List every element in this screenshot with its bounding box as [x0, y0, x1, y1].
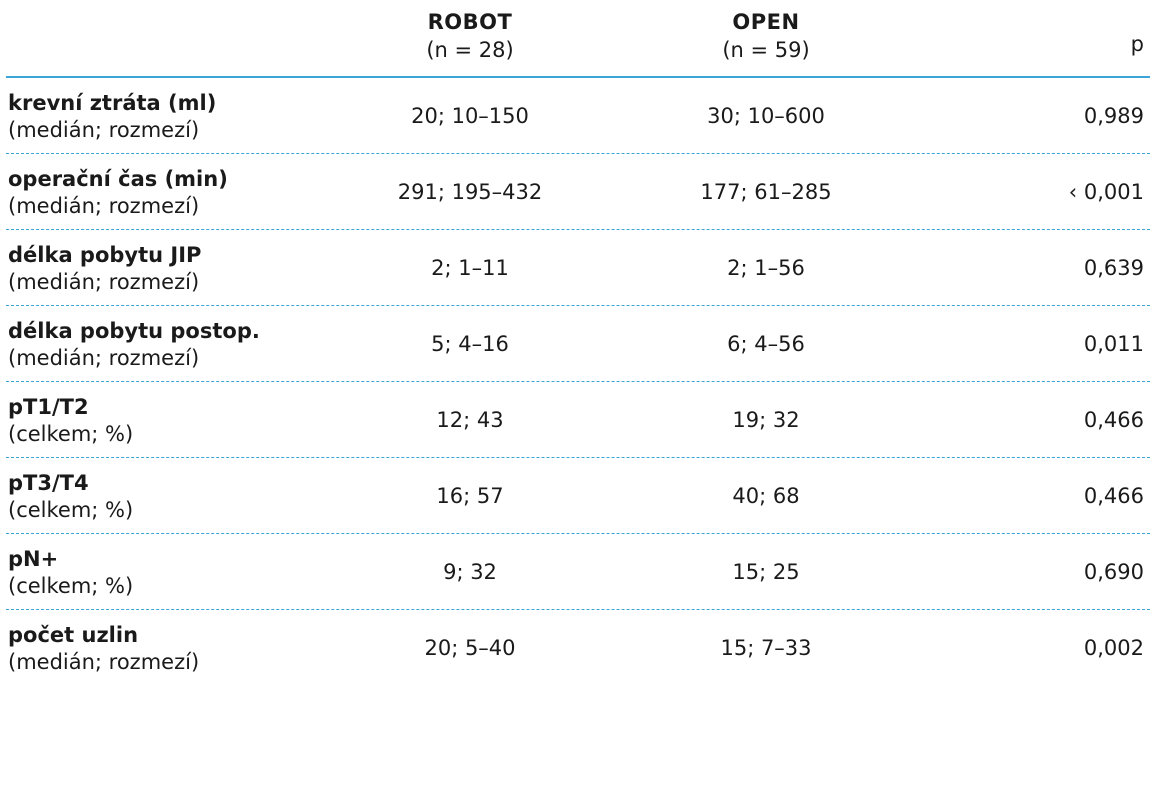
row-label-main: krevní ztráta (ml) — [8, 91, 217, 115]
row-label-main: operační čas (min) — [8, 167, 228, 191]
row-label: délka pobytu JIP (medián; rozmezí) — [8, 242, 201, 296]
row-label-sub: (medián; rozmezí) — [8, 650, 200, 674]
header-open: OPEN (n = 59) — [666, 8, 866, 64]
cell-robot: 5; 4–16 — [431, 332, 509, 356]
cell-robot: 20; 5–40 — [424, 636, 516, 660]
cell-open: 30; 10–600 — [707, 104, 825, 128]
cell-open: 177; 61–285 — [700, 180, 832, 204]
cell-p: 0,011 — [1083, 332, 1144, 356]
cell-open: 15; 7–33 — [720, 636, 812, 660]
cell-p: 0,466 — [1083, 484, 1144, 508]
row-label-main: délka pobytu postop. — [8, 319, 260, 343]
cell-p: 0,466 — [1083, 408, 1144, 432]
row-divider — [6, 229, 1150, 230]
row-divider — [6, 153, 1150, 154]
row-divider — [6, 609, 1150, 610]
header-robot-name: ROBOT — [427, 10, 513, 34]
cell-p: 0,002 — [1083, 636, 1144, 660]
row-divider — [6, 533, 1150, 534]
table-row: počet uzlin (medián; rozmezí) 20; 5–40 1… — [0, 610, 1172, 686]
table-row: krevní ztráta (ml) (medián; rozmezí) 20;… — [0, 78, 1172, 154]
cell-open: 19; 32 — [732, 408, 800, 432]
table-row: operační čas (min) (medián; rozmezí) 291… — [0, 154, 1172, 230]
row-label: počet uzlin (medián; rozmezí) — [8, 622, 199, 676]
row-label: délka pobytu postop. (medián; rozmezí) — [8, 318, 260, 372]
row-divider — [6, 457, 1150, 458]
row-label-main: počet uzlin — [8, 623, 139, 647]
cell-p: 0,989 — [1083, 104, 1144, 128]
cell-robot: 20; 10–150 — [411, 104, 529, 128]
table-row: délka pobytu JIP (medián; rozmezí) 2; 1–… — [0, 230, 1172, 306]
cell-open: 15; 25 — [732, 560, 800, 584]
row-label-main: pN+ — [8, 547, 59, 571]
table-row: pT1/T2 (celkem; %) 12; 43 19; 32 0,466 — [0, 382, 1172, 458]
row-label-sub: (medián; rozmezí) — [8, 346, 200, 370]
row-label: pT1/T2 (celkem; %) — [8, 394, 133, 448]
cell-open: 2; 1–56 — [727, 256, 805, 280]
row-label-sub: (medián; rozmezí) — [8, 270, 200, 294]
cell-p: 0,690 — [1083, 560, 1144, 584]
results-table: ROBOT (n = 28) OPEN (n = 59) p krevní zt… — [0, 0, 1172, 686]
header-rule — [6, 76, 1150, 78]
cell-open: 40; 68 — [732, 484, 800, 508]
header-robot-n: (n = 28) — [426, 38, 514, 62]
row-divider — [6, 305, 1150, 306]
cell-robot: 16; 57 — [436, 484, 504, 508]
row-label-main: pT1/T2 — [8, 395, 89, 419]
cell-open: 6; 4–56 — [727, 332, 805, 356]
row-divider — [6, 381, 1150, 382]
table-row: pT3/T4 (celkem; %) 16; 57 40; 68 0,466 — [0, 458, 1172, 534]
header-open-n: (n = 59) — [722, 38, 810, 62]
table-header: ROBOT (n = 28) OPEN (n = 59) p — [0, 0, 1172, 78]
header-open-name: OPEN — [732, 10, 800, 34]
row-label: operační čas (min) (medián; rozmezí) — [8, 166, 228, 220]
row-label-sub: (celkem; %) — [8, 574, 134, 598]
cell-robot: 291; 195–432 — [397, 180, 543, 204]
row-label: krevní ztráta (ml) (medián; rozmezí) — [8, 90, 216, 144]
row-label-main: délka pobytu JIP — [8, 243, 202, 267]
header-robot: ROBOT (n = 28) — [370, 8, 570, 64]
row-label-sub: (celkem; %) — [8, 498, 134, 522]
row-label: pN+ (celkem; %) — [8, 546, 133, 600]
row-label-main: pT3/T4 — [8, 471, 89, 495]
row-label: pT3/T4 (celkem; %) — [8, 470, 133, 524]
row-label-sub: (celkem; %) — [8, 422, 134, 446]
cell-p: 0,639 — [1083, 256, 1144, 280]
row-label-sub: (medián; rozmezí) — [8, 118, 200, 142]
row-label-sub: (medián; rozmezí) — [8, 194, 200, 218]
cell-p: ‹ 0,001 — [1068, 180, 1144, 204]
cell-robot: 2; 1–11 — [431, 256, 509, 280]
table-row: pN+ (celkem; %) 9; 32 15; 25 0,690 — [0, 534, 1172, 610]
cell-robot: 9; 32 — [443, 560, 497, 584]
table-row: délka pobytu postop. (medián; rozmezí) 5… — [0, 306, 1172, 382]
cell-robot: 12; 43 — [436, 408, 504, 432]
header-p: p — [1130, 32, 1144, 56]
